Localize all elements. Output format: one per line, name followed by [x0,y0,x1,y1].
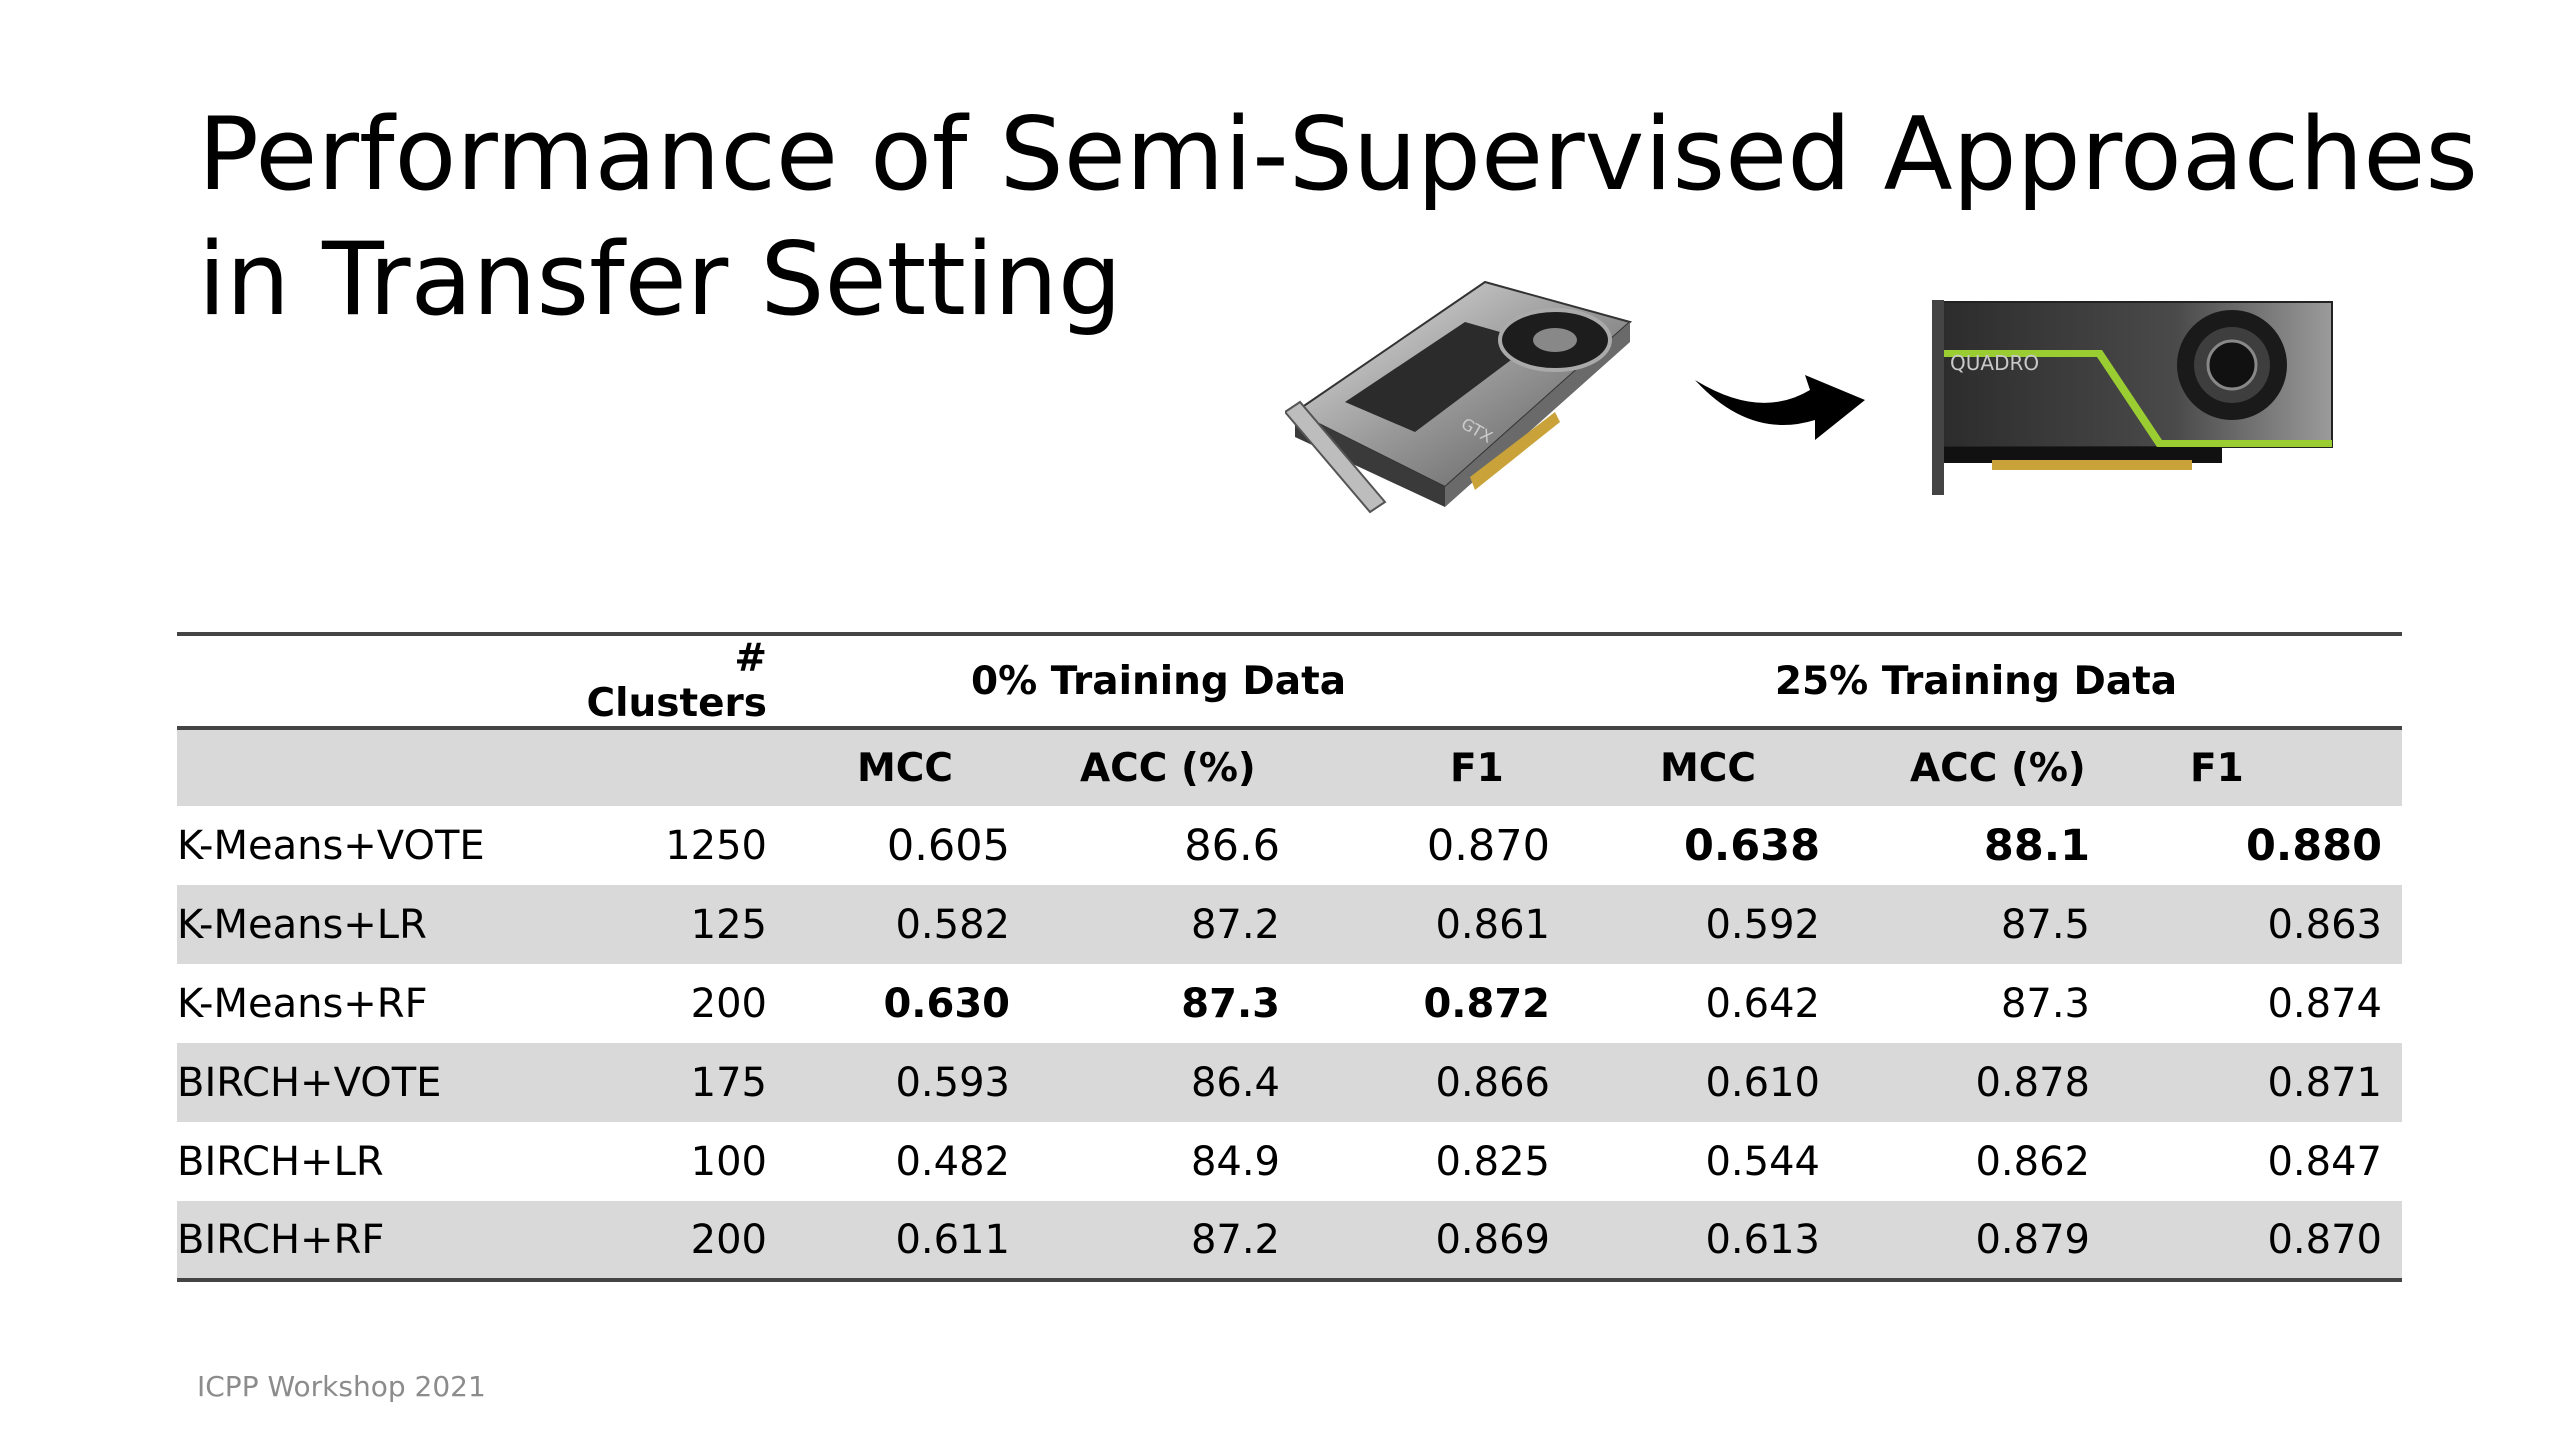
header-group-0: 0% Training Data [970,658,1347,704]
row-mcc-25: 0.544 [1705,1138,1820,1185]
row-clusters: 1250 [665,822,767,869]
header-mcc-25: MCC [1660,745,1757,791]
row-mcc-0: 0.630 [883,980,1010,1027]
slide-title-line-1: Performance of Semi-Supervised Approache… [198,95,2479,213]
row-mcc-0: 0.611 [895,1216,1010,1263]
gpu-card-gtx-icon: GTX [1285,280,1633,514]
slide-footer: ICPP Workshop 2021 [197,1370,486,1403]
row-clusters: 100 [690,1138,767,1185]
row-f1-25: 0.870 [2267,1216,2382,1263]
row-clusters: 200 [690,980,767,1027]
row-mcc-0: 0.605 [886,820,1010,871]
row-clusters: 175 [690,1059,767,1106]
row-mcc-0: 0.593 [895,1059,1010,1106]
row-name: K-Means+RF [177,980,428,1027]
row-name: BIRCH+VOTE [177,1059,442,1106]
row-f1-0: 0.869 [1435,1216,1550,1263]
header-group-25: 25% Training Data [1774,658,2178,704]
row-name: BIRCH+RF [177,1216,385,1263]
row-name: K-Means+VOTE [177,822,485,869]
header-f1-25: F1 [2190,745,2244,791]
gpu-card-quadro-icon: QUADRO [1932,300,2333,495]
header-sub-blank-2 [542,728,767,806]
row-clusters: 125 [690,901,767,948]
header-clusters: # Clusters [586,636,767,726]
row-mcc-25: 0.613 [1705,1216,1820,1263]
header-sub-blank [177,728,542,806]
results-table: # Clusters 0% Training Data 25% Training… [177,632,2402,1282]
row-mcc-25: 0.610 [1705,1059,1820,1106]
row-mcc-25: 0.642 [1705,980,1820,1027]
curved-arrow-right-icon [1695,375,1865,440]
row-f1-25: 0.871 [2267,1059,2382,1106]
row-acc-25: 87.5 [2000,901,2090,948]
row-f1-0: 0.866 [1435,1059,1550,1106]
row-acc-25: 0.862 [1975,1138,2090,1185]
table-row: K-Means+VOTE 1250 0.605 86.6 0.870 0.638… [177,806,2402,885]
row-f1-25: 0.863 [2267,901,2382,948]
row-acc-0: 84.9 [1190,1138,1280,1185]
row-mcc-25: 0.592 [1705,901,1820,948]
table-row: BIRCH+LR 100 0.482 84.9 0.825 0.544 0.86… [177,1122,2402,1201]
row-mcc-0: 0.582 [895,901,1010,948]
row-acc-25: 0.879 [1975,1216,2090,1263]
row-f1-25: 0.874 [2267,980,2382,1027]
table-row: K-Means+RF 200 0.630 87.3 0.872 0.642 87… [177,964,2402,1043]
row-f1-25: 0.847 [2267,1138,2382,1185]
header-mcc-0: MCC [857,745,954,791]
row-clusters: 200 [690,1216,767,1263]
quadro-label: QUADRO [1950,351,2039,375]
row-acc-25: 0.878 [1975,1059,2090,1106]
header-f1-0: F1 [1450,745,1504,791]
slide-title: Performance of Semi-Supervised Approache… [198,92,2478,342]
header-acc-0: ACC (%) [1080,745,1256,791]
slide-title-line-2: in Transfer Setting [198,220,1123,338]
row-mcc-25: 0.638 [1683,820,1820,871]
row-acc-25: 88.1 [1983,820,2090,871]
row-acc-0: 86.4 [1190,1059,1280,1106]
row-name: K-Means+LR [177,901,427,948]
row-f1-25: 0.880 [2245,820,2382,871]
row-f1-0: 0.870 [1426,820,1550,871]
row-f1-0: 0.872 [1423,980,1550,1027]
header-blank [177,634,542,728]
row-f1-0: 0.861 [1435,901,1550,948]
row-acc-0: 86.6 [1184,820,1280,871]
table-header-top: # Clusters 0% Training Data 25% Training… [177,634,2402,728]
row-acc-0: 87.3 [1181,980,1280,1027]
row-mcc-0: 0.482 [895,1138,1010,1185]
row-name: BIRCH+LR [177,1138,384,1185]
row-acc-25: 87.3 [2000,980,2090,1027]
header-acc-25: ACC (%) [1910,745,2086,791]
row-f1-0: 0.825 [1435,1138,1550,1185]
table-row: K-Means+LR 125 0.582 87.2 0.861 0.592 87… [177,885,2402,964]
table-row: BIRCH+VOTE 175 0.593 86.4 0.866 0.610 0.… [177,1043,2402,1122]
row-acc-0: 87.2 [1190,1216,1280,1263]
row-acc-0: 87.2 [1190,901,1280,948]
table-header-sub: MCC ACC (%) F1 MCC ACC (%) F1 [177,728,2402,806]
table-row: BIRCH+RF 200 0.611 87.2 0.869 0.613 0.87… [177,1201,2402,1280]
